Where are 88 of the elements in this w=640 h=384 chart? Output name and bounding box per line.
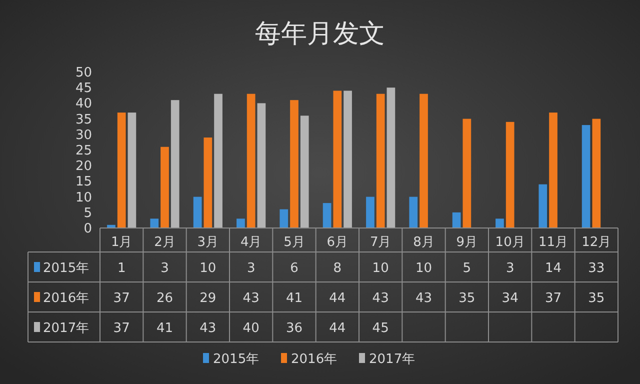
bar [538, 184, 548, 228]
bar [117, 112, 126, 228]
bar [333, 90, 342, 228]
bar [322, 203, 332, 228]
legend-label: 2016年 [43, 291, 90, 306]
y-tick-label: 30 [75, 128, 92, 143]
data-label: 43 [242, 291, 260, 306]
data-label: 14 [544, 261, 562, 276]
data-label: 44 [329, 321, 346, 336]
data-label: 43 [415, 291, 432, 306]
bar [386, 88, 396, 228]
data-label: 26 [156, 291, 174, 306]
bar [420, 94, 428, 228]
data-label: 36 [286, 321, 303, 336]
data-label: 10 [415, 261, 432, 276]
data-label: 40 [242, 321, 260, 336]
bar [409, 196, 418, 228]
bar [344, 90, 352, 228]
bar [280, 209, 288, 228]
x-tick-label: 11月 [538, 235, 568, 250]
bar [193, 196, 202, 228]
data-label: 3 [506, 261, 514, 276]
bar [170, 100, 180, 228]
bar [214, 94, 222, 228]
x-tick-label: 7月 [370, 235, 392, 250]
data-label: 3 [160, 261, 169, 276]
bar [204, 138, 212, 228]
x-tick-label: 5月 [284, 235, 305, 250]
bar [496, 218, 504, 228]
x-tick-label: 1月 [110, 235, 132, 250]
data-label: 45 [372, 321, 389, 336]
data-label: 43 [200, 321, 216, 336]
x-tick-label: 6月 [326, 235, 348, 250]
legend-label: 2015年 [43, 261, 90, 276]
bar [257, 103, 266, 228]
chart-title: 每年月发文 [255, 19, 385, 49]
data-label: 44 [329, 291, 346, 306]
x-tick-label: 4月 [240, 235, 262, 250]
y-tick-label: 25 [75, 144, 92, 158]
bar [300, 116, 309, 228]
bar [150, 218, 159, 228]
y-tick-label: 15 [75, 174, 92, 190]
data-label: 37 [113, 321, 130, 336]
x-tick-label: 8月 [413, 235, 434, 250]
y-tick-label: 40 [75, 96, 92, 112]
bar [246, 94, 256, 228]
bar [462, 118, 472, 228]
data-label: 34 [502, 291, 518, 306]
data-label: 8 [333, 261, 342, 276]
data-label: 1 [117, 261, 126, 276]
bar [160, 146, 169, 228]
legend-label: 2017年 [43, 321, 90, 336]
y-tick-label: 35 [75, 112, 92, 128]
x-tick-label: 3月 [197, 235, 219, 250]
y-tick-label: 45 [75, 81, 92, 96]
bar [549, 112, 558, 228]
data-label: 10 [372, 261, 389, 276]
x-tick-label: 12月 [582, 235, 612, 250]
bar [366, 196, 374, 228]
data-label: 3 [246, 261, 256, 276]
y-tick-label: 50 [75, 66, 92, 80]
data-label: 41 [156, 321, 174, 336]
y-tick-label: 10 [75, 190, 92, 206]
bar [290, 100, 298, 228]
data-label: 41 [286, 291, 303, 306]
data-label: 33 [588, 261, 605, 276]
bar [592, 118, 601, 228]
bar [128, 112, 136, 228]
y-tick-label: 20 [75, 159, 92, 174]
x-tick-label: 10月 [495, 235, 525, 250]
x-tick-label: 2月 [154, 235, 176, 250]
y-tick-label: 5 [84, 206, 92, 221]
data-label: 43 [372, 291, 389, 306]
data-label: 37 [113, 291, 130, 306]
data-label: 5 [462, 261, 472, 276]
bar [452, 212, 461, 228]
data-label: 37 [544, 291, 562, 306]
bar [376, 94, 385, 228]
data-label: 29 [200, 291, 216, 306]
data-label: 35 [458, 291, 476, 306]
data-label: 6 [290, 261, 298, 276]
data-label: 10 [200, 261, 216, 276]
bar [506, 122, 514, 228]
x-tick-label: 9月 [456, 235, 478, 250]
data-label: 35 [588, 291, 605, 306]
bar [582, 125, 590, 228]
y-tick-label: 0 [84, 222, 92, 236]
bar [236, 218, 245, 228]
